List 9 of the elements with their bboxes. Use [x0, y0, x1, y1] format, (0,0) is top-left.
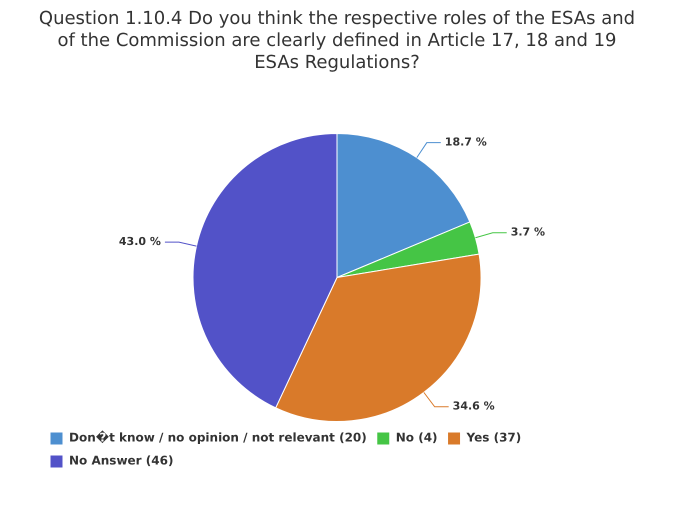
data-label: 34.6 %	[452, 400, 495, 413]
data-label: 18.7 %	[444, 136, 487, 149]
legend-label: No (4)	[396, 430, 438, 445]
legend-label: Yes (37)	[466, 430, 522, 445]
chart-title: Question 1.10.4 Do you think the respective roles of the ESAs and of the Commission are clearly defined in Article 17, 18 and 19 ESAs Regulations?	[38, 8, 636, 75]
data-label: 3.7 %	[510, 226, 546, 239]
legend-label: Don�t know / no opinion / not relevant (20)	[69, 430, 367, 445]
legend-label: No Answer (46)	[69, 454, 174, 468]
data-label: 43.0 %	[118, 235, 161, 248]
